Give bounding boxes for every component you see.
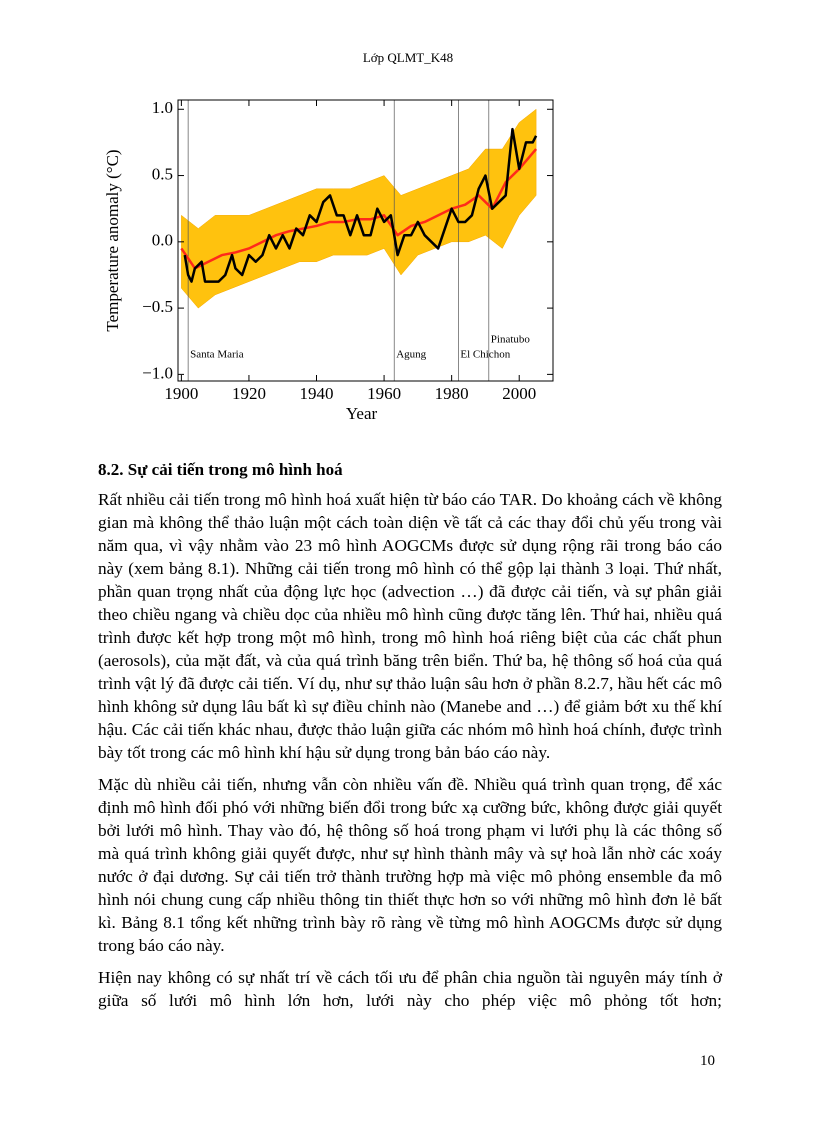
body-text: Rất nhiều cải tiến trong mô hình hoá xuấ… — [98, 488, 722, 1021]
x-axis-label: Year — [346, 404, 378, 423]
event-label: Pinatubo — [491, 334, 531, 346]
series-line — [183, 127, 538, 283]
event-label: El Chichon — [460, 349, 510, 361]
y-tick-label: −1.0 — [142, 363, 173, 382]
y-tick-label: 0.0 — [152, 231, 173, 250]
y-tick-label: 1.0 — [152, 98, 173, 117]
series-line — [180, 148, 538, 270]
paragraph: Rất nhiều cải tiến trong mô hình hoá xuấ… — [98, 490, 722, 762]
event-label: Santa Maria — [190, 349, 244, 361]
page-header: Lớp QLMT_K48 — [362, 50, 454, 65]
section-title: 8.2. Sự cải tiến trong mô hình hoá — [98, 460, 343, 479]
x-tick-label: 1940 — [300, 384, 334, 403]
x-tick-label: 1980 — [435, 384, 469, 403]
x-tick-label: 1900 — [164, 384, 198, 403]
y-tick-label: 0.5 — [152, 164, 173, 183]
y-axis-label: Temperature anomaly (°C) — [103, 149, 122, 331]
x-tick-label: 2000 — [502, 384, 536, 403]
x-tick-label: 1920 — [232, 384, 266, 403]
page-number: 10 — [700, 1053, 715, 1069]
paragraph: Mặc dù nhiều cải tiến, nhưng vẫn còn nhi… — [98, 775, 722, 955]
y-tick-label: −0.5 — [142, 297, 173, 316]
event-label: Agung — [396, 349, 426, 361]
paragraph: Hiện nay không có sự nhất trí về cách tố… — [98, 968, 722, 1010]
x-tick-label: 1960 — [367, 384, 401, 403]
plot-frame — [177, 99, 554, 382]
chart: Santa Maria Agung El Chichon Pinatubo 1900 19… — [103, 98, 554, 423]
ensemble-band — [181, 108, 537, 309]
